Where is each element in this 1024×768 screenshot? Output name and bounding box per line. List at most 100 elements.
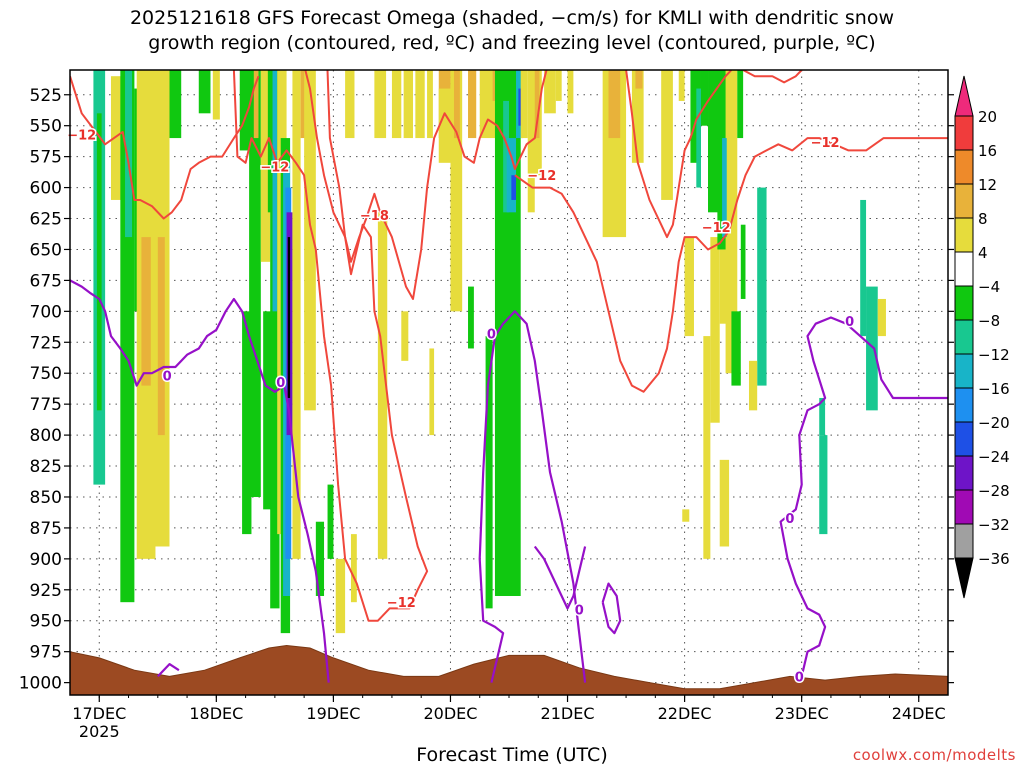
- x-tick-label: 17DEC: [72, 704, 126, 723]
- x-year-label: 2025: [79, 722, 120, 741]
- freezing-contour-label: 0: [785, 512, 794, 527]
- dgz-contour-label: −12: [702, 221, 731, 236]
- y-tick-label: 800: [30, 426, 62, 446]
- y-tick-label: 900: [30, 550, 62, 570]
- omega-cell: [198, 70, 211, 114]
- omega-cell: [710, 237, 720, 423]
- terrain-layer: [70, 644, 948, 695]
- freezing-level-contour: [601, 582, 622, 635]
- dgz-contour-label: −12: [811, 136, 840, 151]
- omega-cell: [819, 397, 826, 436]
- colorbar-label: 16: [978, 142, 997, 160]
- omega-cell: [304, 70, 316, 411]
- omega-cell: [239, 70, 252, 151]
- omega-cell: [427, 70, 433, 139]
- omega-cell: [731, 311, 741, 386]
- terrain-surface: [70, 644, 948, 695]
- omega-cell: [249, 70, 261, 497]
- omega-cell: [719, 459, 730, 547]
- contour-layer: [70, 70, 948, 683]
- y-tick-label: 875: [30, 519, 62, 539]
- colorbar-label: −4: [978, 278, 1000, 296]
- freezing-contour-label: 0: [276, 376, 285, 391]
- colorbar-label: −28: [978, 482, 1010, 500]
- contour-label-layer: −12 −12 −18 −12 −12 −12 −12 0 0 0 0 0 0 0: [66, 127, 856, 687]
- colorbar-bottom-arrow: [954, 557, 974, 599]
- freezing-contour-label: 0: [845, 315, 854, 330]
- y-tick-label: 600: [30, 179, 62, 199]
- omega-cell: [315, 521, 325, 596]
- omega-cell: [169, 70, 182, 139]
- colorbar-swatch: [954, 149, 974, 185]
- x-tick-label: 19DEC: [306, 704, 360, 723]
- colorbar-top-arrow: [954, 75, 974, 117]
- dgz-contour-label: −12: [67, 128, 96, 143]
- colorbar-label: −12: [978, 346, 1010, 364]
- colorbar-swatch: [954, 217, 974, 253]
- freezing-level-contour: [70, 279, 330, 683]
- x-tick-label: 21DEC: [541, 704, 595, 723]
- omega-cell: [737, 70, 744, 139]
- y-tick-label: 525: [30, 86, 62, 106]
- omega-cell: [696, 88, 701, 188]
- chart-title-line-2: growth region (contoured, red, ºC) and f…: [148, 32, 876, 54]
- omega-cell: [678, 70, 685, 101]
- omega-cell: [511, 175, 517, 200]
- watermark-link[interactable]: coolwx.com/modelts: [852, 746, 1016, 764]
- colorbar-swatch: [954, 285, 974, 321]
- omega-cell: [96, 113, 102, 411]
- y-tick-label: 675: [30, 271, 62, 291]
- omega-cell: [242, 311, 252, 535]
- colorbar-swatch: [954, 183, 974, 219]
- omega-cell: [429, 348, 435, 436]
- omega-cell: [374, 70, 387, 139]
- chart-title-line-1: 2025121618 GFS Forecast Omega (shaded, −…: [129, 7, 895, 29]
- omega-cell: [740, 224, 746, 299]
- omega-cell: [684, 237, 694, 337]
- colorbar-swatch: [954, 115, 974, 151]
- omega-cell: [866, 286, 878, 411]
- omega-cell: [567, 70, 574, 114]
- x-tick-label: 20DEC: [423, 704, 477, 723]
- x-tick-label: 24DEC: [892, 704, 946, 723]
- colorbar-swatch: [954, 387, 974, 423]
- freezing-contour-label: 0: [575, 604, 584, 619]
- colorbar-label: −20: [978, 414, 1010, 432]
- freezing-contour-label: 0: [487, 328, 496, 343]
- dgz-contour-label: −12: [387, 596, 416, 611]
- omega-cell: [345, 70, 355, 139]
- omega-cell: [263, 311, 273, 510]
- omega-cell: [335, 558, 346, 634]
- omega-cell: [327, 484, 334, 559]
- omega-cell: [703, 336, 711, 559]
- omega-cell: [506, 138, 517, 213]
- omega-cell: [468, 286, 474, 349]
- x-tick-label: 23DEC: [775, 704, 829, 723]
- colorbar-swatch: [954, 455, 974, 491]
- omega-cell: [110, 76, 123, 200]
- omega-cell: [453, 70, 460, 139]
- omega-cell: [860, 199, 867, 337]
- omega-cell: [401, 311, 409, 361]
- omega-cell: [287, 237, 291, 398]
- omega-cell: [700, 70, 709, 126]
- y-axis: 525 550 575 600 625 650 675 700 725 750 775 800 825 8…: [19, 86, 954, 694]
- freezing-level-contour: [779, 316, 948, 677]
- colorbar-swatch: [954, 523, 974, 559]
- colorbar: 20 16 12 8 4 −4 −8 −12 −16 −20 −24 −28 −32 −36: [954, 75, 1010, 599]
- x-axis: 17DEC 18DEC 19DEC 20DEC 21DEC 22DEC 23DEC 24DEC…: [72, 695, 946, 741]
- omega-cell: [748, 360, 758, 411]
- omega-cell: [450, 70, 463, 312]
- dgz-contour-line: [742, 70, 803, 84]
- dgz-contour-line: [514, 137, 948, 393]
- omega-cell: [708, 70, 720, 213]
- dgz-contour-label: −12: [260, 161, 289, 176]
- omega-cell: [141, 237, 151, 386]
- y-tick-label: 850: [30, 488, 62, 508]
- colorbar-label: −16: [978, 380, 1010, 398]
- dgz-contour-label: −12: [527, 169, 556, 184]
- colorbar-label: −36: [978, 550, 1010, 568]
- omega-cell: [635, 70, 643, 89]
- omega-cell: [757, 187, 767, 386]
